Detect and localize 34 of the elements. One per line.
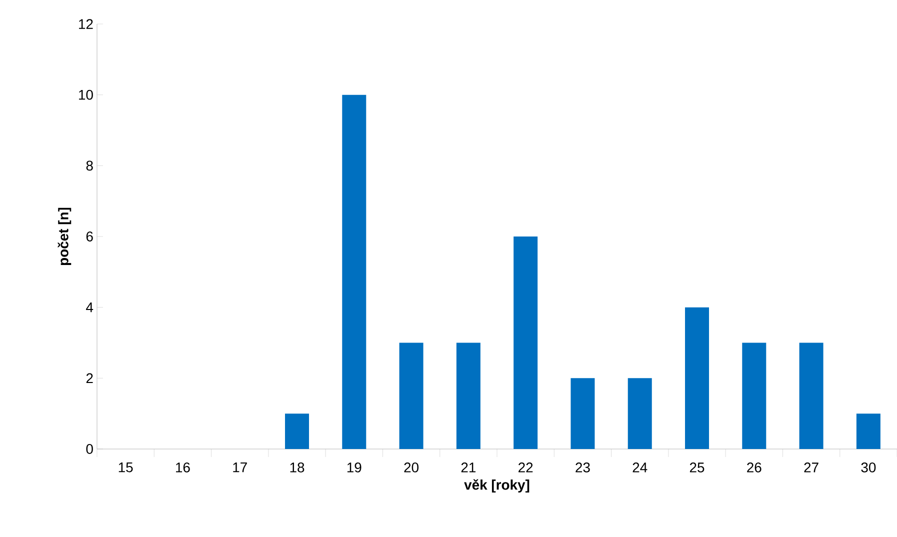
x-tick-label: 19 (347, 462, 362, 472)
x-tick-label: 26 (747, 462, 762, 472)
y-tick-label: 4 (86, 302, 94, 312)
y-axis-title: počet [n] (58, 208, 72, 266)
x-tick-label: 27 (804, 462, 818, 472)
y-tick-label: 0 (86, 444, 93, 454)
x-tick-label: 20 (404, 462, 419, 472)
x-tick-label: 15 (118, 462, 133, 472)
x-tick-label: 22 (518, 462, 533, 472)
x-tick-label: 23 (576, 462, 590, 472)
bar (570, 378, 595, 449)
bar (514, 236, 538, 449)
bar (628, 378, 652, 449)
y-tick-label: 8 (86, 160, 93, 171)
y-tick-label: 2 (86, 373, 93, 384)
bar (342, 94, 366, 449)
bar (285, 414, 310, 449)
bar (856, 414, 880, 449)
y-tick-label: 10 (79, 90, 93, 100)
y-tick-label: 12 (79, 19, 93, 29)
y-tick-label: 6 (86, 232, 93, 242)
bar (799, 342, 824, 449)
x-tick-label: 30 (861, 462, 876, 472)
x-tick-label: 16 (176, 462, 190, 472)
bar (456, 342, 480, 449)
bar (742, 342, 766, 449)
x-tick-label: 17 (233, 462, 247, 472)
x-axis-title: věk [roky] (464, 479, 530, 493)
x-tick-label: 25 (690, 462, 704, 472)
x-tick-label: 18 (290, 462, 304, 472)
bar (399, 342, 424, 449)
x-tick-label: 21 (461, 462, 476, 472)
x-tick-label: 24 (632, 462, 648, 472)
bar (685, 307, 710, 449)
